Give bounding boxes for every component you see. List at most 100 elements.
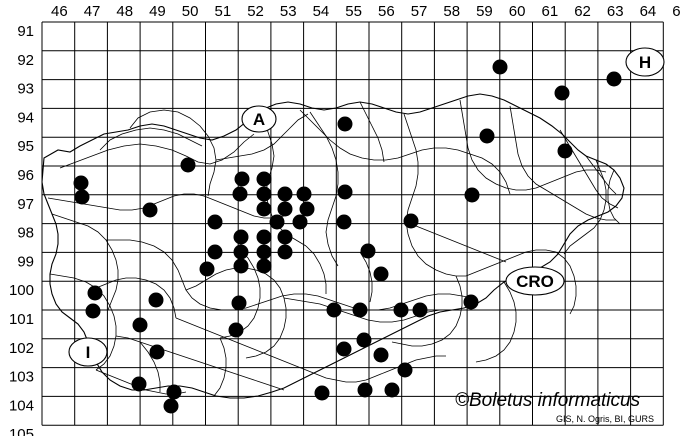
y-axis-tick-label: 93 [17,81,34,98]
occurrence-dot [149,344,165,360]
occurrence-dot [207,244,223,260]
x-axis-tick-label: 52 [247,3,264,20]
y-axis-tick-label: 104 [9,397,34,414]
x-axis-tick-label: 59 [476,3,493,20]
y-axis-tick-label: 101 [9,311,34,328]
occurrence-dot [403,213,419,229]
occurrence-dot [85,303,101,319]
occurrence-dot [180,157,196,173]
data-source-attribution: GIS, N. Ogris, BI, GURS [556,414,654,424]
occurrence-dot [326,302,342,318]
occurrence-dot [336,214,352,230]
occurrence-dot [397,362,413,378]
occurrence-dot [163,398,179,414]
occurrence-dot [336,341,352,357]
occurrence-dot [296,186,312,202]
y-axis-tick-label: 95 [17,138,34,155]
occurrence-dot [277,186,293,202]
occurrence-dot [464,187,480,203]
occurrence-dot [233,229,249,245]
occurrence-dot [356,332,372,348]
occurrence-dot [337,116,353,132]
y-axis-tick-label: 102 [9,340,34,357]
occurrence-dot [277,244,293,260]
occurrence-dot [234,171,250,187]
y-axis-tick-label: 94 [17,109,34,126]
occurrence-dot [232,186,248,202]
occurrence-dot [73,175,89,191]
coordinate-grid [41,21,664,426]
occurrence-dot [256,171,272,187]
y-axis-tick-label: 91 [17,23,34,40]
x-axis-tick-label: 63 [607,3,624,20]
occurrence-dot [74,189,90,205]
occurrence-dot [256,244,272,260]
occurrence-dot [256,201,272,217]
occurrence-dot [463,294,479,310]
occurrence-dot [131,376,147,392]
x-axis-tick-label: 47 [84,3,101,20]
y-axis-tick-label: 99 [17,253,34,270]
occurrence-dot [256,229,272,245]
occurrence-dot [233,244,249,260]
occurrence-dot [256,258,272,274]
y-axis-tick-label: 103 [9,369,34,386]
country-label-italy: I [86,343,91,362]
x-axis-tick-label: 50 [182,3,199,20]
x-axis-tick-label: 62 [574,3,591,20]
y-axis-tick-label: 92 [17,52,34,69]
country-label-ellipse-croatia [505,266,565,296]
country-code-labels: A H CRO I [68,47,665,367]
occurrence-dot [142,202,158,218]
x-axis-tick-label: 57 [411,3,428,20]
y-axis-tick-label: 97 [17,196,34,213]
x-axis-tick-label: 54 [313,3,330,20]
occurrence-dot [256,186,272,202]
x-axis-tick-label: 60 [509,3,526,20]
country-label-hungary: H [639,53,651,72]
x-axis-tick-label: 51 [215,3,232,20]
occurrence-dot [231,295,247,311]
x-axis-tick-label: 58 [443,3,460,20]
occurrence-dot [373,266,389,282]
y-axis-tick-label: 96 [17,167,34,184]
x-axis-tick-label: 56 [378,3,395,20]
occurrence-dot [277,201,293,217]
copyright-credit: ©Boletus informaticus [455,390,641,411]
x-axis-tick-label: 48 [116,3,133,20]
occurrence-dot [148,292,164,308]
y-axis-tick-label: 105 [9,426,34,436]
x-axis-tick-label: 49 [149,3,166,20]
axis-label-layer: 46 47 48 49 50 51 52 53 54 55 56 57 58 59 60 61 62 63 64 65… [9,3,680,436]
x-axis-tick-label: 65 [672,3,680,20]
country-label-croatia: CRO [516,272,554,291]
x-axis-tick-label: 53 [280,3,297,20]
occurrence-dot [373,347,389,363]
occurrence-dot [207,214,223,230]
occurrence-dot [393,302,409,318]
country-label-ellipse-italy [68,337,108,367]
y-axis-tick-label: 100 [9,282,34,299]
country-label-ellipse-austria [241,105,277,133]
occurrence-dot [412,302,428,318]
x-axis-tick-label: 46 [51,3,68,20]
occurrence-dot [228,322,244,338]
occurrence-dot [269,214,285,230]
y-axis-tick-label: 98 [17,225,34,242]
occurrence-dot [314,385,330,401]
country-label-ellipse-hungary [625,47,665,77]
occurrence-dot [277,229,293,245]
x-axis-tick-label: 61 [542,3,559,20]
occurrence-dot [199,261,215,277]
occurrence-dot [357,382,373,398]
occurrence-dot [479,128,495,144]
occurrence-dot [360,243,376,259]
occurrence-dot [292,214,308,230]
occurrence-dot [384,382,400,398]
occurrence-dot [132,317,148,333]
occurrence-dot [557,143,573,159]
country-outline-layer [41,93,625,399]
occurrence-dot [233,258,249,274]
